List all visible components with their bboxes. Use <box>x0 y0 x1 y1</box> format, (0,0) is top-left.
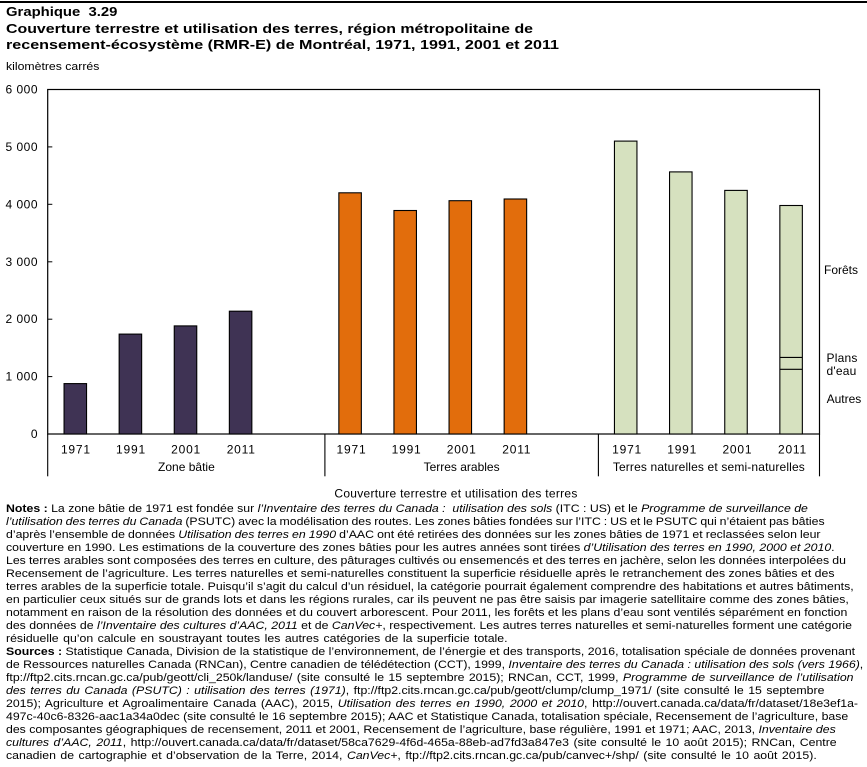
svg-text:1991: 1991 <box>667 442 697 456</box>
svg-text:Zone bâtie: Zone bâtie <box>158 460 215 474</box>
svg-text:6 000: 6 000 <box>5 83 38 97</box>
svg-text:2001: 2001 <box>447 442 477 456</box>
svg-text:Terres naturelles et semi-natu: Terres naturelles et semi-naturelles <box>613 460 805 474</box>
svg-text:Terres arables: Terres arables <box>424 460 500 474</box>
svg-text:1991: 1991 <box>392 442 422 456</box>
svg-text:Plans: Plans <box>827 351 858 365</box>
svg-text:2011: 2011 <box>778 442 807 456</box>
svg-text:4 000: 4 000 <box>5 197 38 211</box>
svg-text:Forêts: Forêts <box>824 263 858 277</box>
svg-text:1971: 1971 <box>61 442 91 456</box>
svg-text:2011: 2011 <box>502 442 531 456</box>
svg-text:0: 0 <box>31 427 38 441</box>
svg-text:Autres: Autres <box>827 392 862 406</box>
svg-text:2001: 2001 <box>171 442 201 456</box>
svg-text:1991: 1991 <box>116 442 146 456</box>
svg-text:2 000: 2 000 <box>5 312 38 326</box>
svg-text:d'eau: d'eau <box>827 364 857 378</box>
svg-text:3 000: 3 000 <box>5 255 38 269</box>
svg-text:Couverture terrestre et utilis: Couverture terrestre et utilisation des … <box>334 487 577 501</box>
svg-text:5 000: 5 000 <box>5 140 38 154</box>
svg-text:2011: 2011 <box>227 442 256 456</box>
svg-text:1 000: 1 000 <box>5 370 38 384</box>
svg-text:2001: 2001 <box>722 442 752 456</box>
svg-text:1971: 1971 <box>337 442 367 456</box>
svg-text:1971: 1971 <box>612 442 642 456</box>
